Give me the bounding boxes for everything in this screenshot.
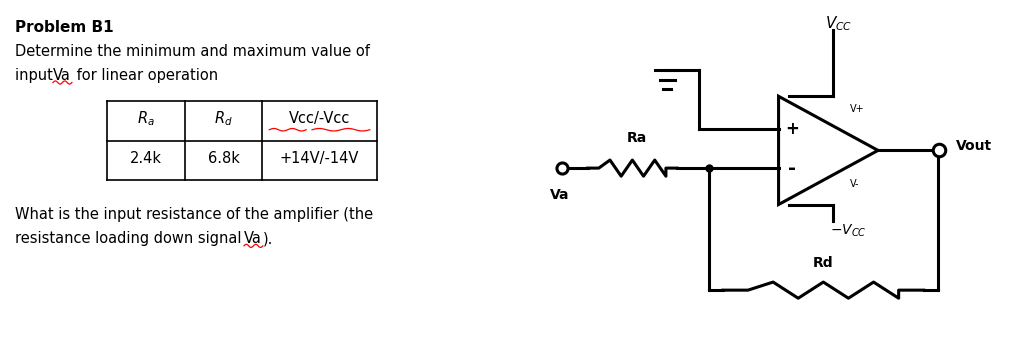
Text: Rd: Rd [813, 257, 834, 271]
Text: -: - [788, 159, 797, 177]
Text: ).: ). [263, 231, 273, 246]
Text: What is the input resistance of the amplifier (the: What is the input resistance of the ampl… [14, 208, 373, 223]
Text: Problem B1: Problem B1 [14, 21, 113, 35]
Text: Va: Va [550, 188, 570, 202]
Text: V-: V- [850, 179, 859, 189]
Text: $V_{CC}$: $V_{CC}$ [824, 15, 852, 33]
Text: $-V_{CC}$: $-V_{CC}$ [830, 222, 867, 239]
Text: resistance loading down signal: resistance loading down signal [14, 231, 246, 246]
Text: Va: Va [53, 68, 71, 83]
Text: Ra: Ra [627, 132, 648, 146]
Text: +: + [785, 120, 800, 138]
Text: 2.4k: 2.4k [130, 151, 162, 166]
Text: $R_a$: $R_a$ [137, 110, 155, 128]
Text: Vcc/-Vcc: Vcc/-Vcc [289, 111, 351, 126]
Text: Determine the minimum and maximum value of: Determine the minimum and maximum value … [14, 44, 370, 59]
Text: for linear operation: for linear operation [72, 68, 219, 83]
Text: Va: Va [244, 231, 262, 246]
Text: +14V/-14V: +14V/-14V [280, 151, 359, 166]
Text: Vout: Vout [956, 139, 992, 153]
Text: V+: V+ [850, 104, 865, 114]
Text: $R_d$: $R_d$ [214, 110, 233, 128]
Text: input: input [14, 68, 58, 83]
Text: 6.8k: 6.8k [208, 151, 240, 166]
